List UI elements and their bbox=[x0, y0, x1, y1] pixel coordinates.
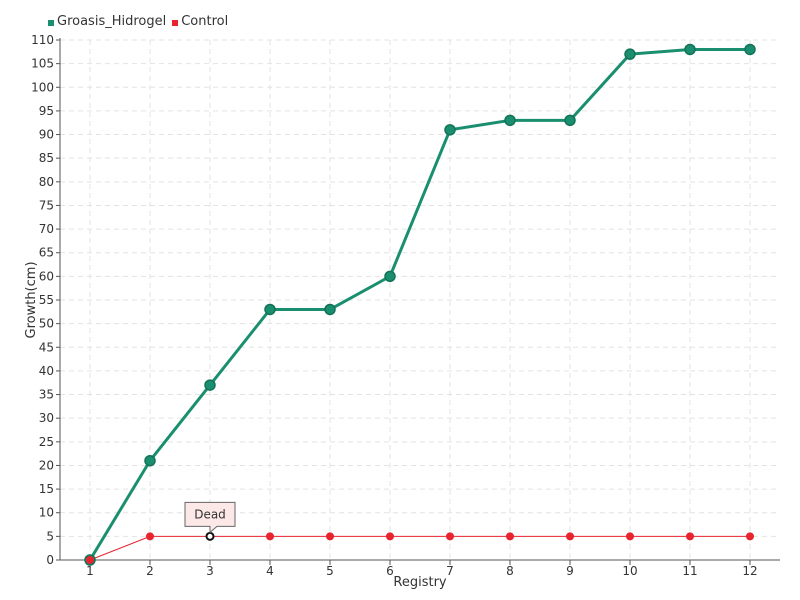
data-point-control[interactable] bbox=[446, 532, 454, 541]
axes bbox=[56, 38, 780, 565]
y-tick-label: 25 bbox=[39, 435, 54, 449]
data-point-control[interactable] bbox=[326, 532, 334, 541]
data-point-control[interactable] bbox=[746, 532, 754, 541]
y-tick-label: 65 bbox=[39, 246, 54, 260]
y-tick-label: 90 bbox=[39, 128, 54, 142]
annotation-label: Dead bbox=[194, 507, 226, 521]
x-tick-label: 8 bbox=[506, 564, 514, 578]
legend-label-groasis: Groasis_Hidrogel bbox=[57, 13, 167, 29]
x-tick-label: 11 bbox=[682, 564, 697, 578]
y-tick-label: 35 bbox=[39, 388, 54, 402]
data-point-groasis[interactable] bbox=[384, 270, 396, 283]
data-point-groasis[interactable] bbox=[144, 454, 156, 467]
data-point-groasis[interactable] bbox=[624, 48, 636, 60]
y-tick-label: 15 bbox=[39, 482, 54, 496]
x-tick-label: 4 bbox=[266, 564, 274, 578]
x-tick-labels: 1 2 3 4 5 6 7 8 9 10 11 12 bbox=[86, 564, 757, 578]
data-point-control[interactable] bbox=[506, 532, 514, 541]
y-tick-label: 20 bbox=[39, 458, 54, 472]
y-axis-title: Growth(cm) bbox=[24, 261, 39, 338]
series-line-groasis bbox=[88, 47, 750, 561]
x-tick-label: 7 bbox=[446, 564, 454, 578]
y-tick-label: 110 bbox=[31, 33, 54, 47]
y-tick-label: 50 bbox=[39, 317, 54, 331]
x-axis-title: Registry bbox=[393, 575, 447, 590]
legend: Groasis_Hidrogel Control bbox=[48, 11, 234, 31]
y-tick-label: 75 bbox=[39, 198, 54, 212]
gridlines bbox=[60, 39, 780, 560]
legend-label-control: Control bbox=[181, 13, 229, 29]
data-point-groasis[interactable] bbox=[444, 124, 456, 136]
data-point-control-dead[interactable] bbox=[205, 531, 215, 541]
x-tick-label: 6 bbox=[386, 564, 394, 578]
data-point-groasis[interactable] bbox=[204, 379, 216, 391]
data-point-control[interactable] bbox=[626, 532, 634, 541]
data-point-groasis[interactable] bbox=[504, 114, 516, 127]
annotations: Dead bbox=[184, 501, 236, 534]
data-point-groasis[interactable] bbox=[324, 303, 336, 316]
series-line-control bbox=[89, 535, 750, 561]
legend-item-control[interactable]: Control bbox=[172, 14, 228, 29]
y-tick-label: 105 bbox=[31, 57, 54, 71]
data-point-control[interactable] bbox=[386, 532, 394, 541]
data-point-groasis[interactable] bbox=[744, 43, 756, 56]
legend-swatch-groasis bbox=[48, 19, 54, 26]
y-tick-labels: 0 5 10 15 20 25 30 35 40 45 50 55 60 65 70 75 80 85 90 95 10… bbox=[31, 33, 54, 567]
x-tick-label: 9 bbox=[566, 564, 574, 578]
annotation-callout bbox=[184, 501, 236, 534]
data-point-groasis[interactable] bbox=[264, 303, 276, 316]
y-tick-label: 85 bbox=[39, 151, 54, 165]
data-point-groasis[interactable] bbox=[684, 43, 696, 56]
y-tick-label: 0 bbox=[46, 553, 54, 567]
y-tick-label: 60 bbox=[39, 269, 54, 283]
y-tick-label: 30 bbox=[39, 411, 54, 425]
legend-item-groasis[interactable]: Groasis_Hidrogel bbox=[48, 14, 166, 29]
y-tick-label: 5 bbox=[46, 529, 54, 543]
series-group bbox=[84, 43, 756, 566]
y-tick-label: 55 bbox=[39, 293, 54, 307]
x-tick-label: 1 bbox=[86, 564, 94, 578]
y-tick-label: 95 bbox=[39, 104, 54, 118]
x-tick-label: 10 bbox=[622, 564, 637, 578]
data-point-control[interactable] bbox=[266, 532, 274, 541]
data-point-groasis[interactable] bbox=[564, 114, 576, 127]
x-tick-label: 12 bbox=[742, 564, 757, 578]
data-point-control[interactable] bbox=[566, 532, 574, 541]
y-tick-label: 10 bbox=[39, 506, 54, 520]
x-tick-label: 5 bbox=[326, 564, 334, 578]
data-point-control[interactable] bbox=[146, 532, 154, 541]
legend-swatch-control bbox=[172, 19, 179, 26]
data-point-control[interactable] bbox=[86, 556, 94, 564]
y-tick-label: 100 bbox=[31, 80, 54, 94]
y-tick-label: 80 bbox=[39, 175, 54, 189]
y-tick-label: 45 bbox=[39, 340, 54, 354]
x-tick-label: 3 bbox=[206, 564, 214, 578]
x-tick-label: 2 bbox=[146, 564, 154, 578]
data-point-control[interactable] bbox=[686, 532, 694, 541]
y-tick-label: 40 bbox=[39, 364, 54, 378]
y-tick-label: 70 bbox=[39, 222, 54, 236]
